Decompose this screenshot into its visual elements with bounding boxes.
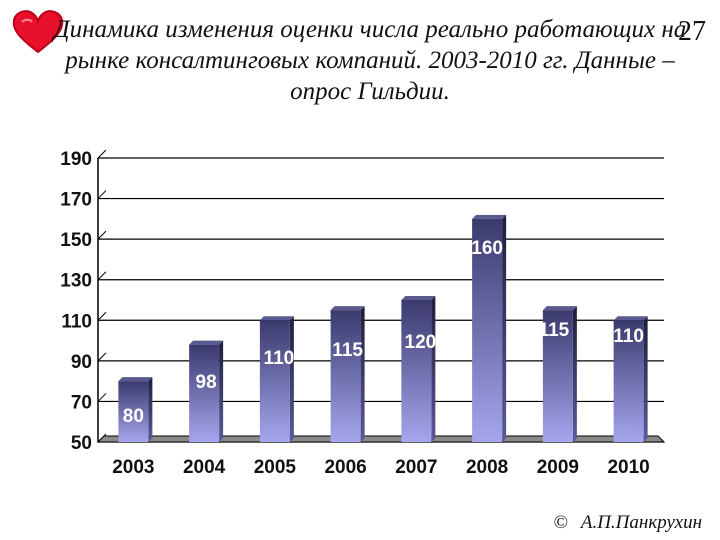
gridline-depth (97, 271, 107, 281)
bar-side (219, 340, 224, 442)
x-tick-label: 2008 (466, 457, 508, 478)
gridline-depth (97, 393, 107, 402)
bar-top (259, 316, 294, 321)
data-label: 120 (405, 332, 437, 353)
y-tick-label: 190 (60, 149, 92, 170)
y-tick-label: 170 (60, 190, 92, 211)
x-tick-label: 2007 (395, 457, 437, 478)
bar-side (289, 316, 294, 442)
x-tick-label: 2005 (254, 457, 297, 478)
gridline-depth (97, 190, 107, 199)
gridline-depth (97, 149, 107, 159)
bar-top (542, 306, 577, 311)
gridline-depth (97, 311, 107, 321)
y-tick-label: 70 (71, 392, 92, 413)
bar-side (502, 214, 507, 442)
data-label: 80 (123, 406, 144, 427)
bar-top (330, 306, 365, 311)
bar (259, 320, 290, 442)
data-labels: 80 98 110 115 120 160 115 110 (123, 238, 644, 427)
x-tick-label: 2010 (607, 457, 649, 478)
copyright-symbol: © (553, 512, 569, 533)
heart-icon (12, 10, 64, 54)
bar-top (189, 340, 224, 345)
bar-top (472, 214, 507, 219)
y-tick-label: 90 (71, 352, 92, 373)
x-tick-label: 2003 (112, 457, 154, 478)
axes (96, 158, 666, 443)
bar-side (643, 316, 648, 442)
data-label: 98 (196, 372, 217, 393)
bar-side (572, 306, 577, 442)
bar-top (401, 296, 436, 300)
x-tick-label: 2009 (537, 457, 579, 478)
bar (330, 310, 361, 442)
gridline-depth (97, 230, 107, 240)
data-label: 115 (539, 320, 570, 341)
gridlines (97, 149, 664, 443)
bars (118, 214, 648, 442)
gridline-depth (97, 352, 107, 362)
bar-top (613, 316, 648, 321)
author-name: А.П.Панкрухин (580, 512, 702, 533)
bar (118, 381, 149, 442)
data-label: 160 (471, 238, 503, 259)
y-axis-ticks: 50 70 90 110 130 150 170 190 (60, 149, 92, 454)
x-tick-label: 2006 (324, 457, 366, 478)
data-label: 110 (264, 348, 295, 369)
data-label: 115 (332, 340, 363, 361)
slide-title: Динамика изменения оценки числа реально … (53, 16, 687, 105)
bar (472, 218, 503, 442)
bar (542, 310, 573, 442)
bar (401, 300, 432, 442)
slide-number: 27 (678, 16, 706, 47)
footer: © А.П.Панкрухин (554, 512, 702, 534)
bar-side (360, 306, 365, 442)
bar (613, 320, 644, 442)
bar-side (148, 377, 153, 442)
x-axis-floor (96, 435, 666, 443)
data-label: 110 (613, 326, 644, 347)
bar-top (118, 377, 153, 382)
y-tick-label: 150 (60, 230, 92, 251)
y-tick-label: 130 (60, 271, 92, 292)
bar-side (431, 296, 436, 442)
x-axis-ticks: 2003 2004 2005 2006 2007 2008 2009 2010 (112, 457, 650, 478)
y-tick-label: 50 (71, 433, 92, 454)
y-tick-label: 110 (61, 311, 92, 332)
x-tick-label: 2004 (183, 457, 226, 478)
bar (189, 344, 220, 442)
